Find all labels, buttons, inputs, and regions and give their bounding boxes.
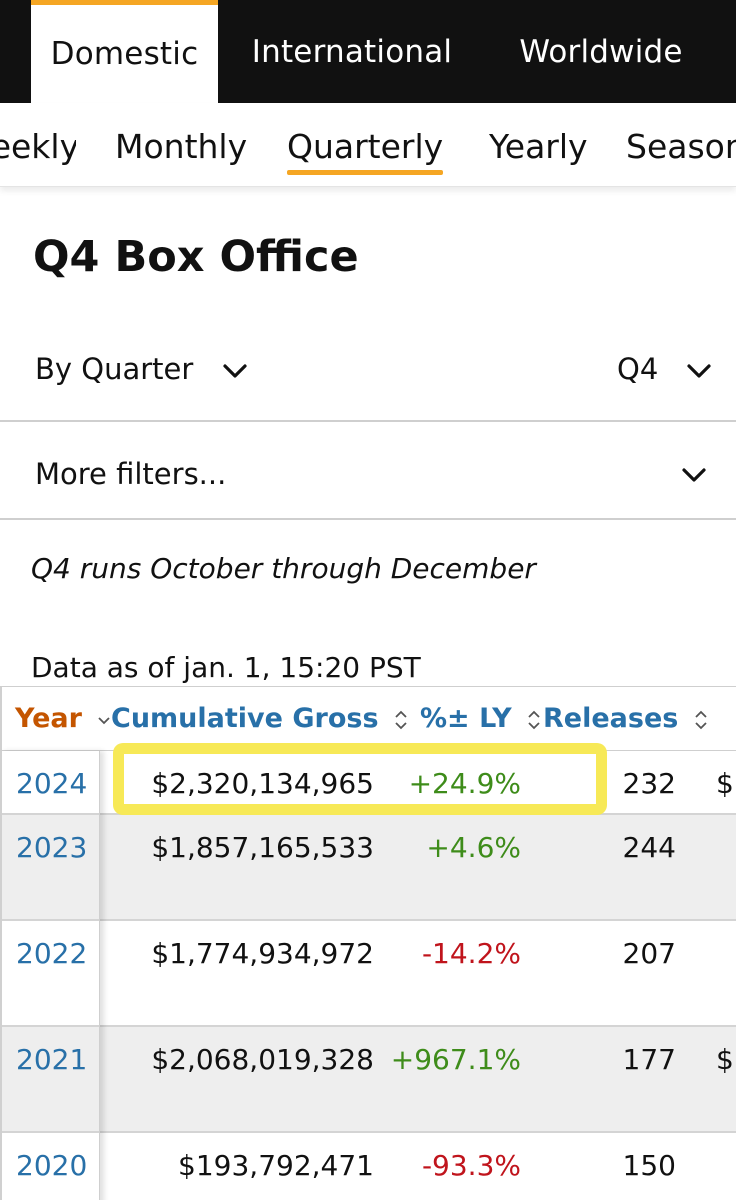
tab-monthly[interactable]: Monthly (115, 127, 248, 166)
gross-value: $1,774,934,972 (151, 937, 374, 970)
header-releases[interactable]: Releases (543, 703, 710, 734)
chevron-down-icon[interactable] (222, 358, 248, 384)
table-row: 2023 $1,857,165,533 +4.6% 244 (0, 815, 736, 921)
gross-value: $1,857,165,533 (151, 831, 374, 864)
gross-value: $193,792,471 (178, 1149, 374, 1182)
table-row: 2020 $193,792,471 -93.3% 150 (0, 1133, 736, 1200)
table-row: 2022 $1,774,934,972 -14.2% 207 (0, 921, 736, 1027)
gross-value: $2,068,019,328 (151, 1043, 374, 1076)
pct-change: -93.3% (421, 1149, 521, 1182)
region-tab-bar: Domestic International Worldwide (0, 0, 736, 103)
table-header: Year Cumulative Gross %± LY Releases (0, 687, 736, 751)
releases-count: 232 (622, 767, 676, 800)
truncated-value: $ (716, 1043, 734, 1076)
pct-change: -14.2% (421, 937, 521, 970)
sort-desc-icon (98, 716, 110, 724)
tab-international[interactable]: International (251, 33, 453, 70)
gross-value: $2,320,134,965 (151, 767, 374, 800)
year-column-shadow (0, 751, 100, 1200)
quarter-select[interactable]: Q4 (617, 352, 659, 386)
tab-yearly[interactable]: Yearly (489, 127, 588, 166)
header-pct-label: %± LY (420, 703, 512, 734)
header-year[interactable]: Year (15, 703, 113, 734)
pct-change: +24.9% (408, 767, 521, 800)
tab-worldwide[interactable]: Worldwide (519, 33, 683, 70)
chevron-down-icon[interactable] (681, 462, 707, 488)
sort-icon (695, 710, 707, 729)
header-cumulative-gross[interactable]: Cumulative Gross (111, 703, 410, 734)
period-tab-bar: Weekly Monthly Quarterly Yearly Season (0, 103, 736, 187)
table-row: 2021 $2,068,019,328 +967.1% 177 $ (0, 1027, 736, 1133)
by-quarter-dropdown[interactable]: By Quarter (35, 352, 194, 386)
box-office-table: Year Cumulative Gross %± LY Releases 202… (0, 686, 736, 1200)
page-title: Q4 Box Office (33, 232, 359, 282)
tab-domestic[interactable]: Domestic (31, 0, 218, 103)
quarter-note: Q4 runs October through December (31, 552, 536, 585)
releases-count: 177 (622, 1043, 676, 1076)
header-pct-ly[interactable]: %± LY (420, 703, 543, 734)
header-year-label: Year (15, 703, 82, 734)
tab-weekly[interactable]: Weekly (0, 127, 76, 166)
tab-quarterly[interactable]: Quarterly (287, 127, 444, 175)
tab-weekly-label: Weekly (0, 127, 76, 166)
chevron-down-icon[interactable] (686, 358, 712, 384)
header-gross-label: Cumulative Gross (111, 703, 379, 734)
pct-change: +967.1% (390, 1043, 521, 1076)
sort-icon (395, 710, 407, 729)
year-link[interactable]: 2020 (16, 1149, 88, 1182)
releases-count: 207 (622, 937, 676, 970)
year-link[interactable]: 2024 (16, 767, 88, 800)
sort-icon (528, 710, 540, 729)
year-link[interactable]: 2023 (16, 831, 88, 864)
more-filters-row[interactable]: More filters... (0, 423, 736, 520)
pct-change: +4.6% (426, 831, 521, 864)
header-releases-label: Releases (543, 703, 679, 734)
year-link[interactable]: 2021 (16, 1043, 88, 1076)
quarter-filter-row: By Quarter Q4 (0, 322, 736, 422)
releases-count: 150 (622, 1149, 676, 1182)
tab-season[interactable]: Season (626, 127, 736, 166)
truncated-value: $ (716, 767, 734, 800)
data-timestamp: Data as of jan. 1, 15:20 PST (31, 651, 421, 684)
more-filters-label: More filters... (35, 457, 227, 491)
table-row: 2024 $2,320,134,965 +24.9% 232 $ (0, 751, 736, 815)
releases-count: 244 (622, 831, 676, 864)
year-link[interactable]: 2022 (16, 937, 88, 970)
